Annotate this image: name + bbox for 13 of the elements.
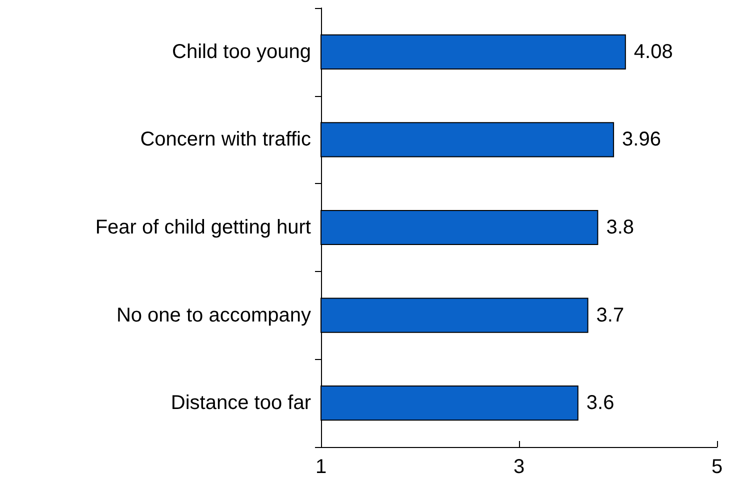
- y-tick-label: Child too young: [172, 40, 311, 63]
- data-label: 3.7: [596, 304, 624, 326]
- data-label: 3.96: [622, 128, 661, 151]
- y-tick-label: Concern with traffic: [140, 128, 311, 151]
- x-tick-label: 5: [711, 456, 723, 478]
- y-tick-label: Distance too far: [170, 392, 312, 414]
- data-label: 3.8: [606, 216, 634, 238]
- data-label: 3.6: [586, 392, 614, 414]
- data-label: 4.08: [634, 40, 673, 63]
- x-tick-label: 1: [315, 456, 327, 478]
- y-tick-label: No one to accompany: [116, 304, 311, 326]
- y-tick-label: Fear of child getting hurt: [95, 216, 312, 238]
- x-tick-label: 3: [513, 456, 525, 478]
